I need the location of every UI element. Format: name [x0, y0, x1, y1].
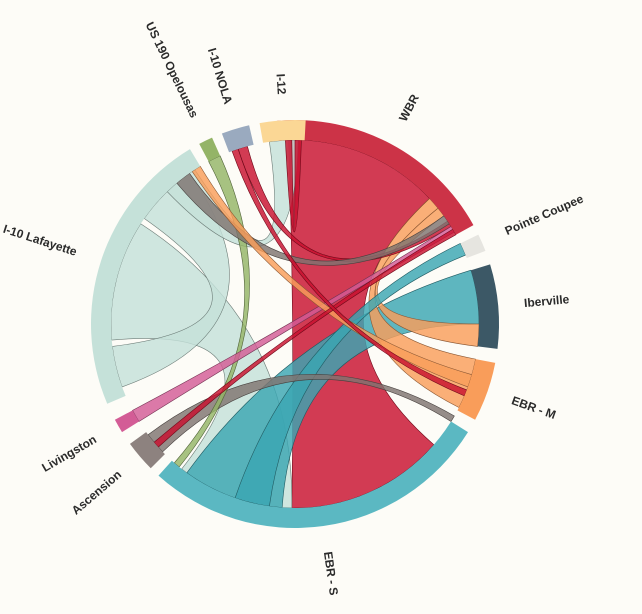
group-arc-ebr-m[interactable]	[457, 359, 496, 420]
ribbon-i-10-lafayette-to-ebr-m[interactable]	[191, 165, 473, 388]
group-label-wbr: WBR	[396, 92, 422, 124]
group-label-ascension: Ascension	[69, 467, 124, 517]
group-label-i-10-lafayette: I-10 Lafayette	[1, 222, 79, 259]
group-arc-i-12[interactable]	[259, 120, 306, 143]
group-label-livingston: Livingston	[39, 432, 99, 474]
group-label-ebr-s: EBR - S	[321, 551, 341, 597]
group-arc-us-190-opelousas[interactable]	[199, 137, 221, 162]
group-arc-pointe-coupee[interactable]	[460, 234, 486, 259]
group-arc-iberville[interactable]	[470, 264, 500, 349]
group-arc-layer	[91, 120, 500, 528]
group-label-iberville: Iberville	[523, 292, 570, 310]
group-arc-livingston[interactable]	[114, 410, 139, 433]
ribbon-pointe-coupee-to-ebr-s[interactable]	[234, 242, 466, 507]
ribbon-us-190-opelousas-to-ebr-s[interactable]	[173, 155, 250, 468]
group-label-ebr-m: EBR - M	[510, 393, 558, 422]
group-label-us-190-opelousas: US 190 Opelousas	[143, 20, 202, 121]
ribbon-i-10-lafayette-to-i-10-lafayette[interactable]	[112, 172, 230, 388]
group-label-pointe-coupee: Pointe Coupee	[503, 191, 586, 237]
ribbon-wbr-to-i-12[interactable]	[285, 139, 302, 233]
group-arc-ascension[interactable]	[129, 432, 165, 469]
group-label-i-10-nola: I-10 NOLA	[205, 46, 235, 106]
group-arc-ebr-s[interactable]	[158, 421, 469, 528]
ribbon-layer	[110, 139, 480, 509]
group-arc-i-10-nola[interactable]	[221, 125, 254, 153]
group-label-i-12: I-12	[274, 73, 289, 95]
group-arc-i-10-lafayette[interactable]	[91, 149, 201, 404]
